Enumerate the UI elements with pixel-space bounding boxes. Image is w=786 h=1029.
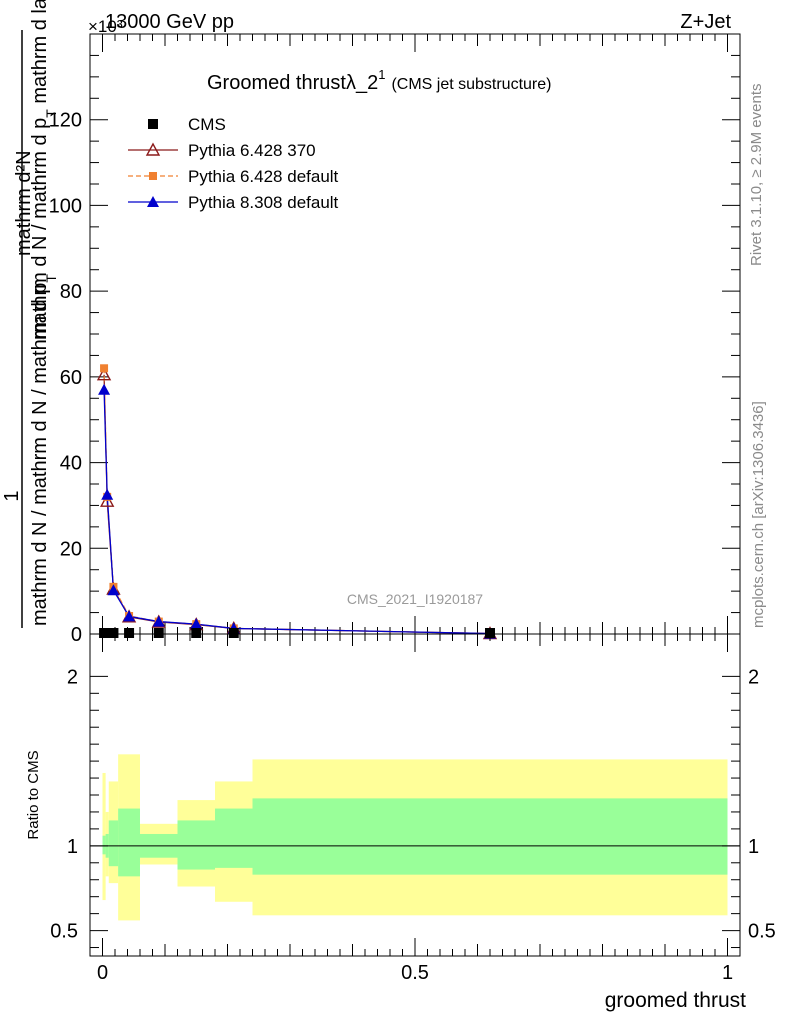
ratio-y-tick-label-right: 0.5	[748, 921, 776, 943]
ratio-y-tick-label-right: 2	[748, 666, 759, 688]
series-marker	[101, 488, 114, 500]
plot-title-sub: (CMS jet substructure)	[391, 76, 551, 93]
energy-label: 13000 GeV pp	[105, 11, 234, 33]
series-marker	[107, 584, 120, 596]
plot-title-sup: 1	[378, 67, 385, 82]
series-marker	[96, 367, 112, 381]
legend-marker	[148, 119, 158, 129]
series-marker	[190, 618, 203, 630]
process-label: Z+Jet	[680, 11, 731, 33]
ratio-panel: 0.5 0.51 12 2 0 0.5 1	[50, 633, 776, 984]
x-tick-label: 0.5	[401, 962, 429, 984]
y-label-numerator: 1	[1, 490, 23, 501]
series-marker	[152, 615, 165, 627]
main-y-tick-label: 60	[60, 367, 82, 389]
ratio-y-label: Ratio to CMS	[25, 750, 42, 839]
ratio-y-tick-label: 0.5	[50, 921, 78, 943]
main-panel: 0 20 40 60 80 100 120	[49, 33, 741, 646]
series-marker	[100, 364, 109, 373]
ratio-band-inner	[102, 835, 106, 855]
data-marker	[102, 628, 113, 638]
plot-title-main: Groomed thrustλ_2	[207, 72, 378, 94]
mcplots-label: mcplots.cern.ch [arXiv:1306.3436]	[750, 401, 767, 628]
legend-label: Pythia 6.428 370	[188, 141, 316, 160]
data-marker	[191, 628, 202, 638]
y-label-sub-T1: T	[43, 109, 59, 118]
main-y-tick-label: 40	[60, 453, 82, 475]
main-y-axis: 0 20 40 60 80 100 120	[49, 33, 740, 646]
ratio-bands	[102, 754, 728, 921]
y-label-sub-T2: T	[43, 274, 59, 283]
ratio-band-inner	[215, 808, 253, 868]
data-marker	[228, 628, 239, 638]
ratio-band-inner	[177, 820, 215, 870]
ratio-y-tick-label-right: 1	[748, 836, 759, 858]
main-y-tick-label: 100	[49, 195, 82, 217]
x-tick-label: 1	[722, 962, 733, 984]
legend-label: CMS	[188, 115, 226, 134]
plot-title: Groomed thrustλ_21 (CMS jet substructure)	[207, 67, 551, 94]
legend-marker	[147, 196, 159, 207]
main-y-tick-label: 80	[60, 281, 82, 303]
data-marker	[485, 628, 495, 638]
data-marker	[108, 628, 119, 638]
data-marker	[153, 628, 164, 638]
main-y-tick-label: 0	[71, 624, 82, 646]
main-y-tick-label: 120	[49, 110, 82, 132]
main-series	[96, 364, 498, 640]
y-label-denominator: mathrm d N / mathrm d N / mathrm d pT	[29, 274, 59, 626]
main-y-label: mathrm d²N 1 mathrm d N / mathrm d pT ma…	[1, 0, 59, 628]
legend-marker	[145, 142, 161, 156]
ratio-band-inner	[118, 808, 140, 877]
ratio-y-tick-label: 1	[67, 836, 78, 858]
legend-marker	[149, 172, 157, 180]
ratio-y-tick-label: 2	[67, 666, 78, 688]
ratio-band-inner	[108, 820, 119, 867]
x-axis-label: groomed thrust	[605, 989, 746, 1012]
x-tick-label: 0	[97, 962, 108, 984]
analysis-watermark: CMS_2021_I1920187	[347, 591, 483, 607]
ratio-y-axis: 0.5 0.5 1 1 2 2	[50, 666, 776, 949]
legend: CMS Pythia 6.428 370 Pythia 6.428 default P…	[128, 115, 339, 212]
main-y-tick-label: 20	[60, 538, 82, 560]
legend-label: Pythia 6.428 default	[188, 167, 339, 186]
ratio-x-axis: 0 0.5 1	[97, 634, 733, 984]
ratio-band-inner	[252, 798, 728, 875]
y-label-top: mathrm d²N	[13, 150, 35, 256]
series-marker	[123, 610, 136, 622]
rivet-version-label: Rivet 3.1.10, ≥ 2.9M events	[748, 84, 765, 267]
series-line	[103, 389, 491, 635]
exponent-label: ×10³	[88, 17, 123, 36]
legend-label: Pythia 8.308 default	[188, 193, 339, 212]
data-marker	[124, 628, 135, 638]
series-marker	[98, 383, 111, 395]
